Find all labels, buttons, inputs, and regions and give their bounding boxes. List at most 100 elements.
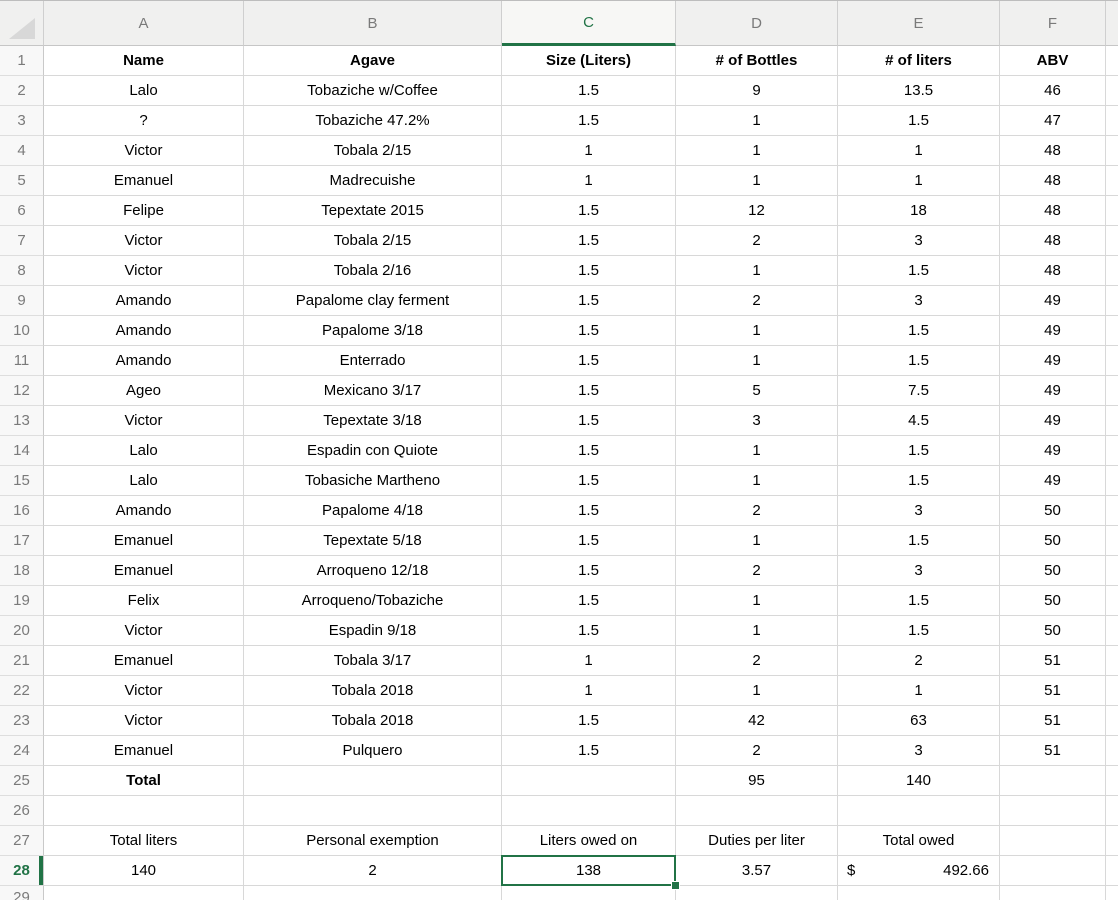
row-header-3[interactable]: 3 <box>0 106 44 136</box>
cell-partial-6[interactable] <box>1106 196 1118 226</box>
row-header-11[interactable]: 11 <box>0 346 44 376</box>
cell-D27[interactable]: Duties per liter <box>676 826 838 856</box>
cell-B11[interactable]: Enterrado <box>244 346 502 376</box>
cell-B2[interactable]: Tobaziche w/Coffee <box>244 76 502 106</box>
cell-C24[interactable]: 1.5 <box>502 736 676 766</box>
cell-E20[interactable]: 1.5 <box>838 616 1000 646</box>
cell-partial-9[interactable] <box>1106 286 1118 316</box>
cell-B3[interactable]: Tobaziche 47.2% <box>244 106 502 136</box>
cell-partial-12[interactable] <box>1106 376 1118 406</box>
cell-F16[interactable]: 50 <box>1000 496 1106 526</box>
cell-D16[interactable]: 2 <box>676 496 838 526</box>
cell-C11[interactable]: 1.5 <box>502 346 676 376</box>
cell-A16[interactable]: Amando <box>44 496 244 526</box>
row-header-12[interactable]: 12 <box>0 376 44 406</box>
cell-C1[interactable]: Size (Liters) <box>502 46 676 76</box>
row-header-26[interactable]: 26 <box>0 796 44 826</box>
row-header-14[interactable]: 14 <box>0 436 44 466</box>
cell-B19[interactable]: Arroqueno/Tobaziche <box>244 586 502 616</box>
row-header-1[interactable]: 1 <box>0 46 44 76</box>
cell-partial-16[interactable] <box>1106 496 1118 526</box>
cell-C17[interactable]: 1.5 <box>502 526 676 556</box>
cell-B16[interactable]: Papalome 4/18 <box>244 496 502 526</box>
cell-F11[interactable]: 49 <box>1000 346 1106 376</box>
row-header-9[interactable]: 9 <box>0 286 44 316</box>
cell-partial-25[interactable] <box>1106 766 1118 796</box>
cell-E9[interactable]: 3 <box>838 286 1000 316</box>
cell-B29[interactable] <box>244 886 502 900</box>
cell-C18[interactable]: 1.5 <box>502 556 676 586</box>
row-header-4[interactable]: 4 <box>0 136 44 166</box>
cell-B14[interactable]: Espadin con Quiote <box>244 436 502 466</box>
cell-E7[interactable]: 3 <box>838 226 1000 256</box>
cell-partial-20[interactable] <box>1106 616 1118 646</box>
cell-E24[interactable]: 3 <box>838 736 1000 766</box>
column-header-C[interactable]: C <box>502 1 676 46</box>
cell-partial-10[interactable] <box>1106 316 1118 346</box>
cell-D15[interactable]: 1 <box>676 466 838 496</box>
cell-C16[interactable]: 1.5 <box>502 496 676 526</box>
cell-C25[interactable] <box>502 766 676 796</box>
cell-C8[interactable]: 1.5 <box>502 256 676 286</box>
cell-E16[interactable]: 3 <box>838 496 1000 526</box>
cell-B25[interactable] <box>244 766 502 796</box>
cell-B10[interactable]: Papalome 3/18 <box>244 316 502 346</box>
row-header-13[interactable]: 13 <box>0 406 44 436</box>
cell-C15[interactable]: 1.5 <box>502 466 676 496</box>
cell-partial-3[interactable] <box>1106 106 1118 136</box>
cell-D18[interactable]: 2 <box>676 556 838 586</box>
cell-F6[interactable]: 48 <box>1000 196 1106 226</box>
cell-F3[interactable]: 47 <box>1000 106 1106 136</box>
row-header-6[interactable]: 6 <box>0 196 44 226</box>
cell-partial-4[interactable] <box>1106 136 1118 166</box>
row-header-17[interactable]: 17 <box>0 526 44 556</box>
cell-B26[interactable] <box>244 796 502 826</box>
cell-F21[interactable]: 51 <box>1000 646 1106 676</box>
cell-A10[interactable]: Amando <box>44 316 244 346</box>
cell-partial-15[interactable] <box>1106 466 1118 496</box>
cell-E2[interactable]: 13.5 <box>838 76 1000 106</box>
row-header-19[interactable]: 19 <box>0 586 44 616</box>
cell-C10[interactable]: 1.5 <box>502 316 676 346</box>
cell-partial-5[interactable] <box>1106 166 1118 196</box>
cell-D14[interactable]: 1 <box>676 436 838 466</box>
cell-partial-1[interactable] <box>1106 46 1118 76</box>
cell-B9[interactable]: Papalome clay ferment <box>244 286 502 316</box>
cell-D3[interactable]: 1 <box>676 106 838 136</box>
column-header-partial[interactable] <box>1106 1 1118 46</box>
cell-A5[interactable]: Emanuel <box>44 166 244 196</box>
row-header-5[interactable]: 5 <box>0 166 44 196</box>
cell-B12[interactable]: Mexicano 3/17 <box>244 376 502 406</box>
cell-C12[interactable]: 1.5 <box>502 376 676 406</box>
cell-C14[interactable]: 1.5 <box>502 436 676 466</box>
column-header-A[interactable]: A <box>44 1 244 46</box>
cell-B4[interactable]: Tobala 2/15 <box>244 136 502 166</box>
row-header-28[interactable]: 28 <box>0 856 44 886</box>
cell-F19[interactable]: 50 <box>1000 586 1106 616</box>
cell-partial-28[interactable] <box>1106 856 1118 886</box>
cell-B28[interactable]: 2 <box>244 856 502 886</box>
cell-A26[interactable] <box>44 796 244 826</box>
cell-F13[interactable]: 49 <box>1000 406 1106 436</box>
cell-partial-21[interactable] <box>1106 646 1118 676</box>
cell-D10[interactable]: 1 <box>676 316 838 346</box>
cell-D22[interactable]: 1 <box>676 676 838 706</box>
cell-C7[interactable]: 1.5 <box>502 226 676 256</box>
cell-partial-13[interactable] <box>1106 406 1118 436</box>
cell-C20[interactable]: 1.5 <box>502 616 676 646</box>
cell-F12[interactable]: 49 <box>1000 376 1106 406</box>
cell-E18[interactable]: 3 <box>838 556 1000 586</box>
row-header-29[interactable]: 29 <box>0 886 44 900</box>
cell-E14[interactable]: 1.5 <box>838 436 1000 466</box>
cell-D6[interactable]: 12 <box>676 196 838 226</box>
cell-B20[interactable]: Espadin 9/18 <box>244 616 502 646</box>
cell-C26[interactable] <box>502 796 676 826</box>
cell-F24[interactable]: 51 <box>1000 736 1106 766</box>
cell-F15[interactable]: 49 <box>1000 466 1106 496</box>
cell-E12[interactable]: 7.5 <box>838 376 1000 406</box>
cell-A24[interactable]: Emanuel <box>44 736 244 766</box>
cell-D26[interactable] <box>676 796 838 826</box>
cell-C19[interactable]: 1.5 <box>502 586 676 616</box>
cell-E27[interactable]: Total owed <box>838 826 1000 856</box>
cell-E8[interactable]: 1.5 <box>838 256 1000 286</box>
